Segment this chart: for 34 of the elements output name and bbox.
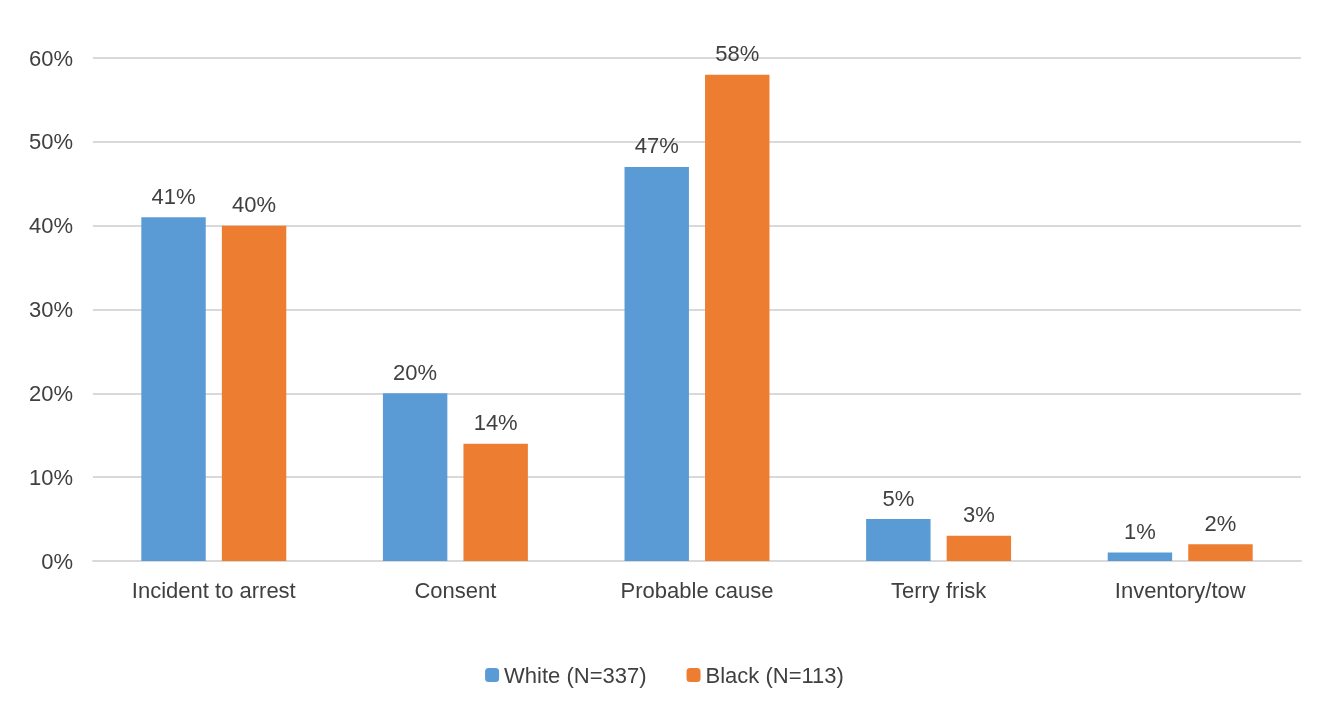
data-label: 40% [232,192,277,218]
data-label: 41% [151,183,196,209]
data-label: 3% [962,502,995,528]
bar [1188,544,1253,561]
y-tick-label: 40% [28,213,73,239]
y-tick-label: 30% [28,297,73,322]
bar [463,443,528,561]
data-label: 5% [882,485,915,511]
bar [705,74,770,561]
x-tick-label: Inventory/tow [1114,577,1246,603]
bar [221,225,287,561]
data-label: 1% [1124,519,1156,545]
y-tick-label: 20% [28,380,73,406]
legend-label: White (N=337) [504,662,647,688]
y-tick-label: 10% [28,464,73,490]
legend-label: Black (N=113) [705,662,844,688]
data-label: 14% [473,410,518,436]
data-label: 20% [393,359,438,385]
y-tick-label: 50% [28,129,73,155]
bar [866,519,931,561]
bar [1107,552,1173,561]
data-label: 58% [715,41,760,67]
bar [382,393,448,561]
bar [141,217,206,561]
x-tick-label: Terry frisk [890,577,988,603]
x-tick-label: Consent [414,577,497,603]
y-tick-label: 0% [41,548,73,574]
x-tick-label: Probable cause [620,577,774,603]
bar [946,535,1012,561]
data-label: 2% [1204,510,1237,536]
bar [624,166,689,561]
data-label: 47% [634,133,679,159]
y-tick-label: 60% [28,45,73,71]
x-tick-label: Incident to arrest [131,577,296,603]
